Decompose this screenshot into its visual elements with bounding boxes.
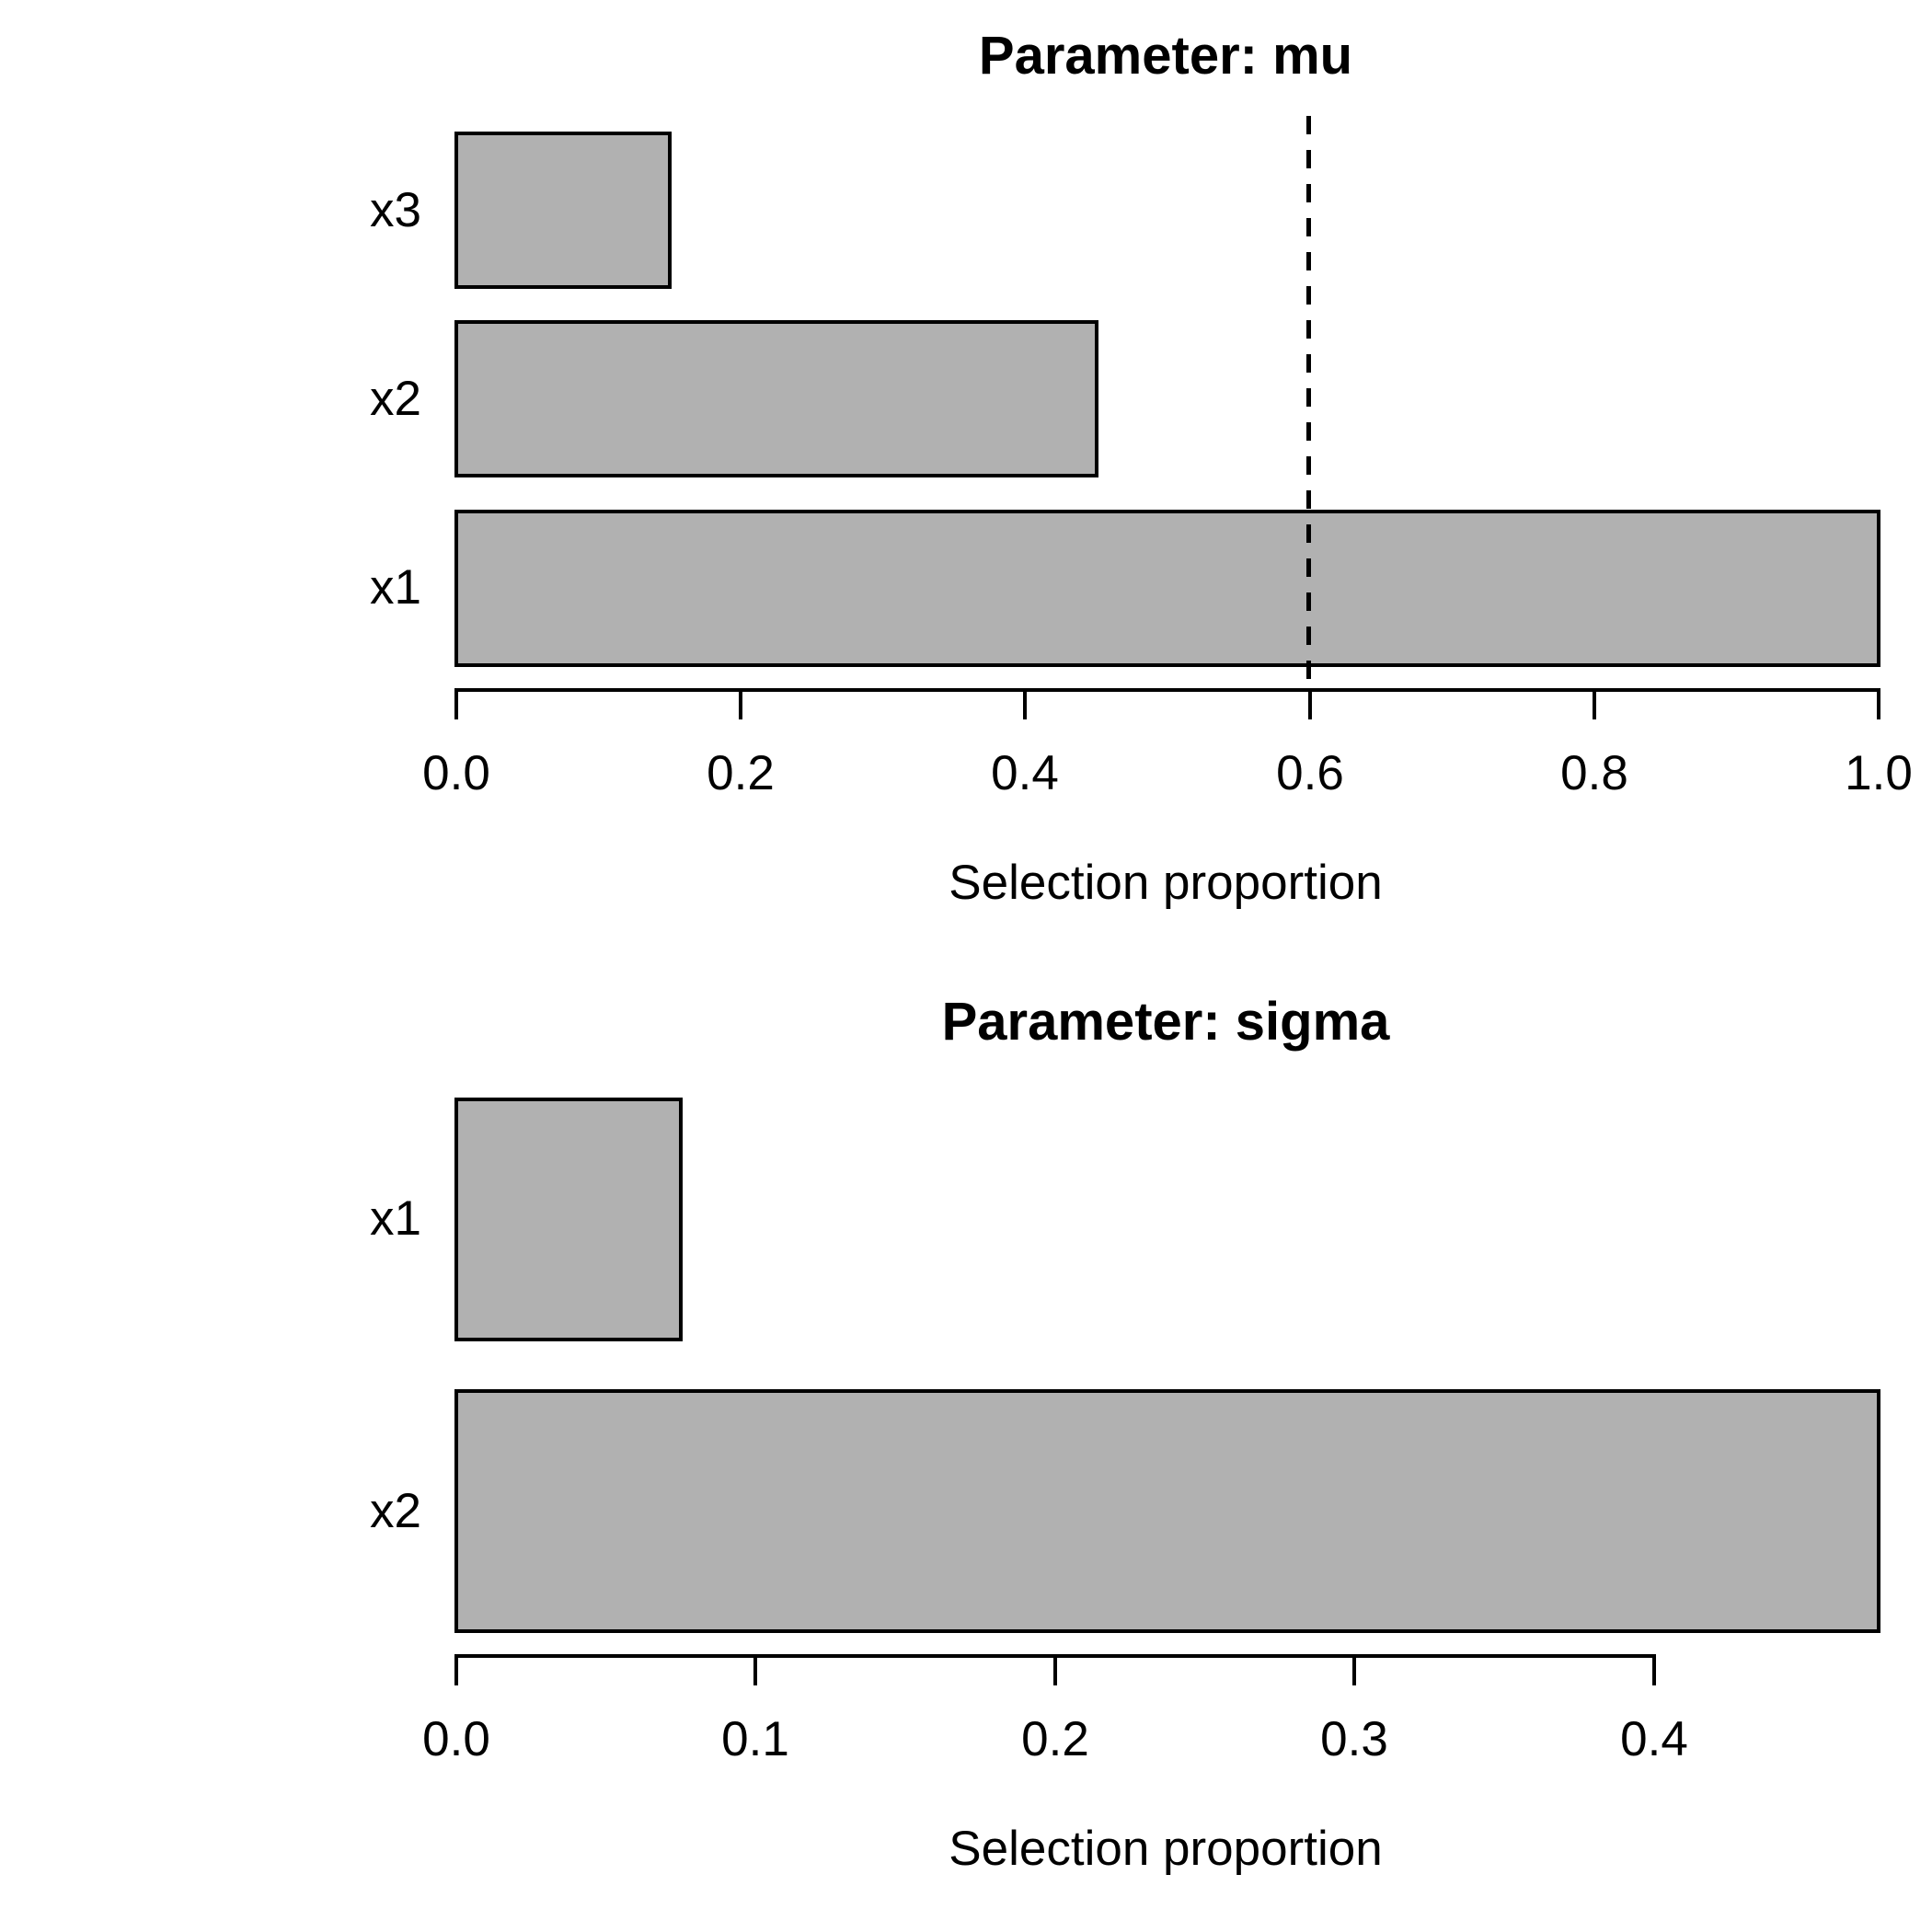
x-tick	[1023, 688, 1027, 719]
chart-title: Parameter: sigma	[941, 992, 1390, 1052]
x-tick-label: 0.1	[721, 1712, 789, 1766]
x-tick	[1308, 688, 1312, 719]
bar-x2	[454, 1389, 1880, 1633]
x-tick-label: 0.0	[422, 746, 490, 800]
threshold-line	[1306, 116, 1311, 692]
x-tick	[454, 1654, 458, 1685]
bar-x1	[454, 510, 1880, 667]
bar-x3	[454, 132, 672, 289]
x-tick	[1053, 1654, 1057, 1685]
x-tick-label: 0.6	[1276, 746, 1344, 800]
x-tick-label: 0.2	[707, 746, 775, 800]
x-tick	[454, 688, 458, 719]
chart-parameter-sigma: Parameter: sigma x1 x2 0.0 0.1 0.2 0.3 0.4 Sel…	[0, 966, 1932, 1932]
category-label-x3: x3	[370, 183, 421, 237]
x-axis-label: Selection proportion	[949, 856, 1383, 910]
category-label-x2: x2	[370, 1484, 421, 1538]
chart-title: Parameter: mu	[978, 26, 1353, 86]
x-tick	[1877, 688, 1880, 719]
category-label-x1: x1	[370, 560, 421, 615]
x-tick-label: 0.4	[1620, 1712, 1688, 1766]
x-tick	[1593, 688, 1596, 719]
category-label-x1: x1	[370, 1191, 421, 1246]
x-tick-label: 0.3	[1320, 1712, 1388, 1766]
bar-x2	[454, 320, 1098, 477]
plot-area: x3 x2 x1 0.0 0.2 0.4 0.6 0.8 1.0	[370, 116, 1913, 800]
category-label-x2: x2	[370, 372, 421, 426]
chart-parameter-mu: Parameter: mu x3 x2 x1 0.0 0.2 0.4 0.6 0.8 1.0 S…	[370, 26, 1913, 910]
x-tick	[1352, 1654, 1356, 1685]
plot-area: x1 x2 0.0 0.1 0.2 0.3 0.4	[0, 966, 1932, 1932]
x-tick	[1652, 1654, 1656, 1685]
x-tick-label: 0.2	[1021, 1712, 1089, 1766]
x-tick-label: 0.4	[991, 746, 1059, 800]
bar-x1	[454, 1098, 683, 1341]
x-tick	[753, 1654, 757, 1685]
x-tick-label: 0.0	[422, 1712, 490, 1766]
x-tick	[739, 688, 742, 719]
x-tick-label: 0.8	[1560, 746, 1628, 800]
x-tick-label: 1.0	[1845, 746, 1913, 800]
x-axis-line	[454, 688, 1880, 692]
x-axis-label: Selection proportion	[949, 1822, 1383, 1876]
